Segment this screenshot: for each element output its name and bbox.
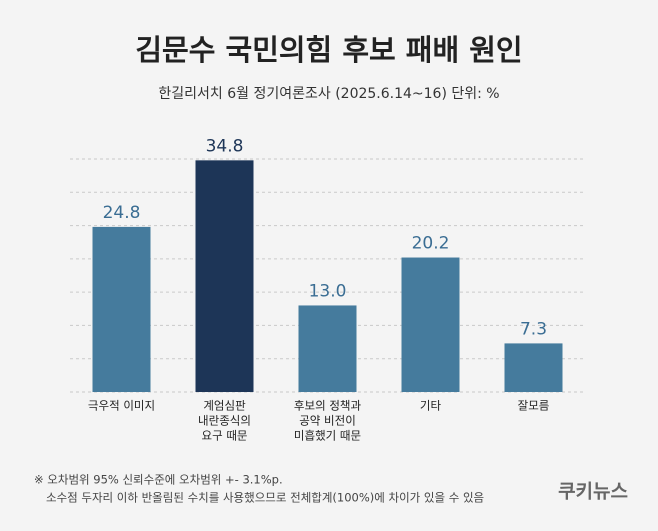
bar — [298, 305, 357, 392]
x-tick-label: 극우적 이미지 — [88, 399, 155, 413]
x-tick-label: 요구 때문 — [202, 429, 248, 443]
chart-title: 김문수 국민의힘 후보 패배 원인 — [135, 33, 522, 67]
chart-subtitle: 한길리서치 6월 정기여론조사 (2025.6.14~16) 단위: % — [158, 86, 499, 102]
value-label: 34.8 — [206, 136, 244, 156]
value-label: 7.3 — [520, 319, 547, 339]
value-label: 13.0 — [309, 281, 347, 301]
footnote: 소수점 두자리 이하 반올림된 수치를 사용했으므로 전체합계(100%)에 차… — [46, 491, 484, 505]
value-label: 20.2 — [412, 234, 450, 254]
bar — [504, 343, 563, 392]
x-tick-label: 잘모름 — [518, 399, 550, 413]
x-tick-label: 계엄심판 — [203, 399, 246, 413]
bar — [92, 226, 151, 392]
bar — [195, 160, 254, 392]
value-label: 24.8 — [103, 203, 141, 223]
x-tick-label: 기타 — [420, 399, 442, 413]
bar — [401, 257, 460, 392]
source-logo: 쿠키뉴스 — [558, 481, 628, 503]
x-tick-label: 공약 비전이 — [299, 414, 356, 428]
footnote: ※ 오차범위 95% 신뢰수준에 오차범위 +- 3.1%p. — [34, 473, 283, 487]
x-tick-label: 미흡했기 때문 — [294, 429, 361, 443]
x-tick-label: 내란종식의 — [198, 414, 251, 428]
x-tick-label: 후보의 정책과 — [294, 399, 362, 413]
